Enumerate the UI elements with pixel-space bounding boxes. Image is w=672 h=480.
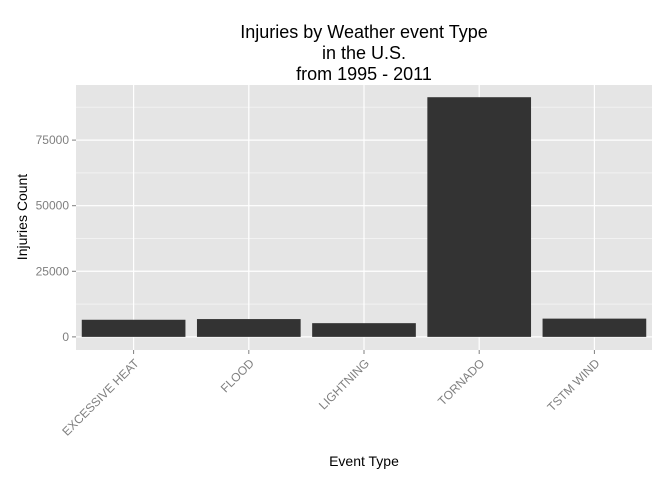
- y-axis-title: Injuries Count: [14, 174, 30, 260]
- bars: [81, 97, 647, 337]
- bar: [312, 323, 416, 337]
- chart-title-line-2: in the U.S.: [322, 43, 406, 63]
- x-tick-label: EXCESSIVE HEAT: [59, 356, 142, 439]
- x-axis-title: Event Type: [329, 453, 399, 469]
- x-tick-label: LIGHTNING: [316, 356, 372, 412]
- y-tick-label: 25000: [36, 264, 70, 278]
- major-gridlines: [76, 85, 652, 350]
- bar: [427, 97, 532, 337]
- x-tick-label: FLOOD: [218, 356, 257, 395]
- y-tick-label: 50000: [36, 199, 70, 213]
- y-tick-label: 75000: [36, 133, 70, 147]
- x-tick-label: TSTM WIND: [545, 356, 603, 414]
- x-tick-label: TORNADO: [435, 356, 487, 408]
- y-axis-ticks: 0 25000 50000 75000: [36, 133, 76, 344]
- bar: [81, 319, 186, 337]
- bar: [542, 318, 647, 337]
- chart-title-line-1: Injuries by Weather event Type: [240, 22, 487, 42]
- chart-title-line-3: from 1995 - 2011: [296, 64, 432, 84]
- bar: [196, 319, 301, 337]
- y-tick-label: 0: [62, 330, 69, 344]
- x-axis-ticks: EXCESSIVE HEAT FLOOD LIGHTNING TORNADO TSTM …: [59, 350, 603, 439]
